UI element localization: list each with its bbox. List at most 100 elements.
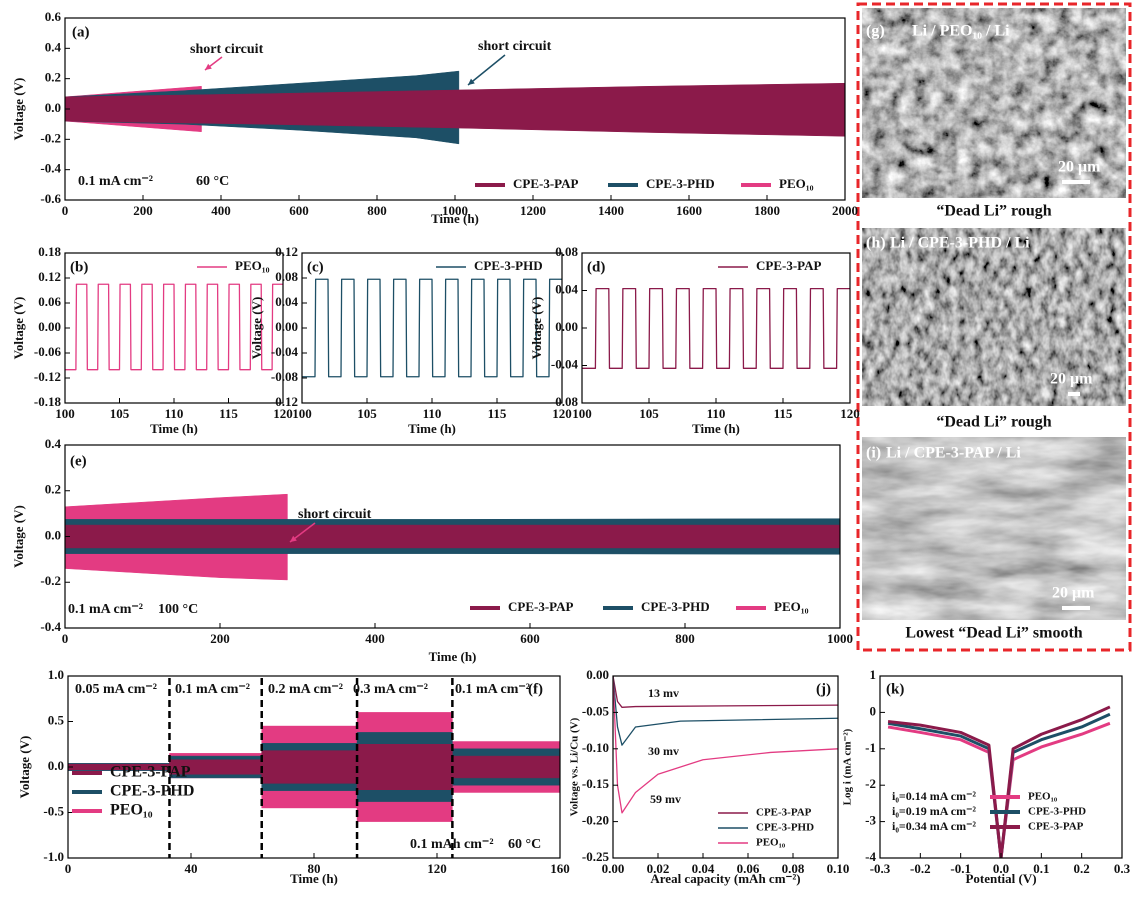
x-tick-label: 115 <box>488 406 507 421</box>
y-axis-label: Voltage vs. Li/Cu (V) <box>569 717 581 816</box>
y-tick-label: -0.06 <box>34 344 62 359</box>
y-axis-label: Voltage (V) <box>249 297 264 360</box>
x-axis-label: Areal capacity (mAh cm⁻²) <box>650 871 800 886</box>
legend-label: CPE-3-PHD <box>110 783 194 800</box>
legend-label: CPE-3-PHD <box>756 822 814 834</box>
data-line <box>65 283 283 371</box>
legend-label: CPE-3-PAP <box>756 258 822 273</box>
image-title: Li / CPE-3-PAP / Li <box>886 445 1021 462</box>
annotation: 0.1 mA cm⁻² <box>175 682 250 697</box>
data-line <box>582 287 850 369</box>
panel-label: (k) <box>886 681 904 697</box>
y-tick-label: 0.5 <box>48 712 65 727</box>
legend-label: CPE-3-PAP <box>1028 821 1084 833</box>
chart-panel: 0 40 80 120 160 -1.0 -0.5 0.0 0.5 1.0 Time (h) Volt… <box>17 667 570 886</box>
x-tick-label: 120 <box>552 406 572 421</box>
x-tick-label: -0.2 <box>910 861 931 876</box>
x-tick-label: 105 <box>110 406 130 421</box>
chart-panel: 100 105 110 115 120-0.12-0.08-0.040.000.040.… <box>249 244 572 436</box>
x-tick-label: 200 <box>210 631 230 646</box>
x-tick-label: 105 <box>357 406 377 421</box>
y-tick-label: -0.12 <box>271 394 298 409</box>
x-tick-label: 80 <box>308 861 321 876</box>
voltage-band <box>65 82 845 137</box>
x-tick-label: 0 <box>65 861 72 876</box>
data-line <box>613 676 838 814</box>
y-tick-label: 0.12 <box>275 244 298 259</box>
x-axis-label: Time (h) <box>290 871 338 886</box>
x-tick-label: 800 <box>675 631 695 646</box>
plot-area <box>65 283 283 371</box>
image-caption: Lowest “Dead Li” smooth <box>905 625 1082 642</box>
data-line <box>613 676 838 746</box>
x-axis-label: Time (h) <box>408 421 456 436</box>
annotation: 0.05 mA cm⁻² <box>75 682 157 697</box>
y-tick-label: -0.04 <box>271 344 299 359</box>
sem-texture <box>862 228 1126 406</box>
annotation: 60 °C <box>508 837 541 852</box>
x-tick-label: 1600 <box>676 203 702 218</box>
legend-label: CPE-3-PAP <box>508 599 574 614</box>
image-label: (h) <box>866 235 886 252</box>
y-tick-label: -0.12 <box>34 369 61 384</box>
image-caption: “Dead Li” rough <box>936 414 1051 431</box>
panel-label: (a) <box>72 24 90 40</box>
x-tick-label: 1200 <box>520 203 546 218</box>
x-tick-label: 40 <box>185 861 198 876</box>
x-tick-label: 100 <box>572 406 592 421</box>
arrow-head <box>290 535 297 542</box>
x-tick-label: 115 <box>774 406 793 421</box>
y-tick-label: 0.04 <box>555 281 578 296</box>
y-tick-label: 0.08 <box>275 269 298 284</box>
x-tick-label: 115 <box>219 406 238 421</box>
panel-label: (c) <box>307 259 324 275</box>
x-tick-label: 800 <box>367 203 387 218</box>
y-axis-label: Voltage (V) <box>529 297 544 360</box>
x-tick-label: 120 <box>840 406 860 421</box>
sem-texture <box>862 437 1126 620</box>
x-tick-label: 2000 <box>832 203 858 218</box>
y-tick-label: -0.25 <box>582 849 610 864</box>
y-tick-label: -0.20 <box>582 813 609 828</box>
x-tick-label: 110 <box>423 406 442 421</box>
legend-label: PEO₁₀ <box>779 176 814 191</box>
x-tick-label: 600 <box>289 203 309 218</box>
x-tick-label: 400 <box>211 203 231 218</box>
annotation: 59 mv <box>650 792 681 806</box>
panel-label: (b) <box>70 259 88 275</box>
y-tick-label: 0.4 <box>45 39 62 54</box>
legend-label: CPE-3-PHD <box>474 258 543 273</box>
panel-label: (e) <box>70 453 87 469</box>
x-tick-label: 600 <box>520 631 540 646</box>
y-axis-label: Voltage (V) <box>11 505 26 568</box>
data-line <box>613 676 838 708</box>
x-tick-label: 0.2 <box>1074 861 1090 876</box>
legend-label: CPE-3-PAP <box>110 764 191 781</box>
chart-panel: 0 200 400 600 800 1000 -0.4 -0.2 0.0 0.2 0.4 Time (… <box>11 436 853 664</box>
x-tick-label: 100 <box>55 406 75 421</box>
x-tick-label: 200 <box>133 203 153 218</box>
plot-area <box>65 493 840 581</box>
sem-image-h: (h) Li / CPE-3-PHD / Li 20 μm “Dead Li” … <box>862 228 1126 431</box>
x-tick-label: 110 <box>707 406 726 421</box>
y-tick-label: -1 <box>865 740 876 755</box>
y-tick-label: -0.2 <box>40 573 61 588</box>
x-tick-label: 0.06 <box>737 861 760 876</box>
x-tick-label: -0.1 <box>950 861 971 876</box>
scale-label: 20 μm <box>1058 159 1101 176</box>
y-axis-label: Voltage (V) <box>11 78 26 141</box>
x-tick-label: 100 <box>292 406 312 421</box>
annotation: 0.2 mA cm⁻² <box>268 682 343 697</box>
x-axis-label: Time (h) <box>431 211 479 226</box>
plot-area <box>613 676 838 814</box>
y-axis-label: Log i (mA cm⁻²) <box>842 728 854 805</box>
plot-area <box>65 70 845 145</box>
y-axis-label: Voltage (V) <box>11 297 26 360</box>
annotation: 30 mv <box>648 744 679 758</box>
annotation: short circuit <box>190 42 264 57</box>
annotation: 60 °C <box>196 174 229 189</box>
y-tick-label: 0.12 <box>38 269 61 284</box>
x-tick-label: 120 <box>273 406 293 421</box>
x-axis-label: Potential (V) <box>965 871 1036 886</box>
